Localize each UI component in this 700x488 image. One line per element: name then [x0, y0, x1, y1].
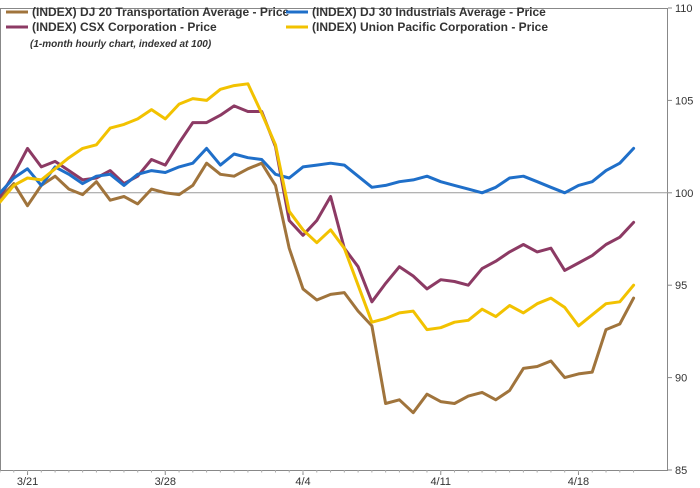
y-tick-label: 85 [675, 465, 687, 477]
legend: (INDEX) DJ 20 Transportation Average - P… [6, 5, 548, 34]
axis-layer: 85 90 95 100 105 110 3/21 3/28 4/4 4/11 4/18 [0, 3, 693, 488]
x-tick-label: 3/21 [17, 476, 38, 488]
chart-subtitle: (1-month hourly chart, indexed at 100) [30, 39, 212, 50]
legend-label: (INDEX) Union Pacific Corporation - Pric… [312, 20, 548, 34]
x-tick-label: 4/11 [430, 476, 451, 488]
y-tick-label: 100 [675, 188, 693, 200]
y-tick-label: 105 [675, 95, 693, 107]
series-layer [0, 82, 636, 415]
series-line-1 [0, 161, 636, 415]
x-tick-label: 4/4 [295, 476, 310, 488]
series-line-2 [0, 104, 636, 304]
legend-label: (INDEX) DJ 30 Industrials Average - Pric… [312, 5, 546, 19]
plot-border [0, 8, 668, 471]
series-line-3 [0, 146, 636, 195]
series-line-4 [0, 82, 636, 332]
y-tick-label: 95 [675, 280, 687, 292]
y-tick-label: 110 [675, 3, 693, 15]
x-tick-label: 4/18 [568, 476, 589, 488]
legend-label: (INDEX) DJ 20 Transportation Average - P… [32, 5, 290, 19]
y-tick-label: 90 [675, 373, 687, 385]
legend-label: (INDEX) CSX Corporation - Price [32, 20, 217, 34]
x-tick-label: 3/28 [155, 476, 176, 488]
plot-frame [0, 8, 668, 471]
